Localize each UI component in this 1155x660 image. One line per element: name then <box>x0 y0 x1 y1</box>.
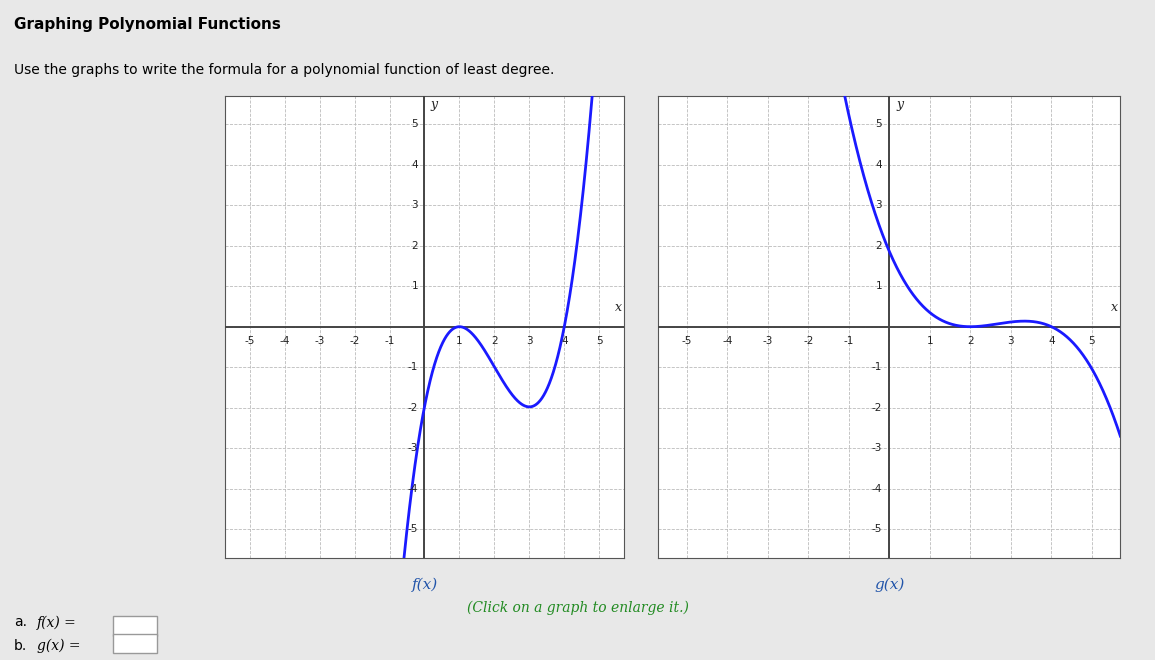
Text: g(x): g(x) <box>874 578 904 592</box>
Text: -2: -2 <box>349 336 359 346</box>
Text: 4: 4 <box>875 160 882 170</box>
Text: 2: 2 <box>411 241 418 251</box>
Text: -5: -5 <box>681 336 692 346</box>
Text: -2: -2 <box>803 336 813 346</box>
Text: y: y <box>431 98 438 111</box>
Text: -3: -3 <box>762 336 773 346</box>
Text: -3: -3 <box>314 336 325 346</box>
Text: -4: -4 <box>408 484 418 494</box>
Text: 1: 1 <box>456 336 463 346</box>
Text: -3: -3 <box>872 444 882 453</box>
Text: 2: 2 <box>967 336 974 346</box>
Text: 1: 1 <box>875 281 882 291</box>
Text: -3: -3 <box>408 444 418 453</box>
Text: f(x): f(x) <box>412 578 438 592</box>
Text: 3: 3 <box>526 336 532 346</box>
Text: Graphing Polynomial Functions: Graphing Polynomial Functions <box>14 16 281 32</box>
Text: 4: 4 <box>1048 336 1055 346</box>
Text: -1: -1 <box>385 336 395 346</box>
Text: -5: -5 <box>408 524 418 535</box>
Text: -5: -5 <box>872 524 882 535</box>
Text: 5: 5 <box>596 336 603 346</box>
Text: -4: -4 <box>280 336 290 346</box>
Text: -4: -4 <box>872 484 882 494</box>
Text: 1: 1 <box>926 336 933 346</box>
Text: -4: -4 <box>722 336 732 346</box>
Text: 4: 4 <box>411 160 418 170</box>
Text: f(x) =: f(x) = <box>37 615 76 630</box>
Text: 3: 3 <box>411 200 418 210</box>
Text: -1: -1 <box>843 336 854 346</box>
Text: -2: -2 <box>872 403 882 412</box>
Text: y: y <box>896 98 903 111</box>
Text: -1: -1 <box>408 362 418 372</box>
Text: 1: 1 <box>411 281 418 291</box>
Text: (Click on a graph to enlarge it.): (Click on a graph to enlarge it.) <box>467 601 688 615</box>
Text: 4: 4 <box>561 336 567 346</box>
Text: x: x <box>614 301 621 314</box>
Text: 3: 3 <box>875 200 882 210</box>
Text: -1: -1 <box>872 362 882 372</box>
Text: 5: 5 <box>875 119 882 129</box>
Text: g(x) =: g(x) = <box>37 639 81 653</box>
Text: 2: 2 <box>491 336 498 346</box>
Text: x: x <box>1111 301 1118 314</box>
Text: -5: -5 <box>245 336 255 346</box>
Text: -2: -2 <box>408 403 418 412</box>
Text: Use the graphs to write the formula for a polynomial function of least degree.: Use the graphs to write the formula for … <box>14 63 554 77</box>
Text: b.: b. <box>14 639 27 653</box>
Text: a.: a. <box>14 615 27 629</box>
Text: 3: 3 <box>1007 336 1014 346</box>
Text: 2: 2 <box>875 241 882 251</box>
Text: 5: 5 <box>1089 336 1095 346</box>
Text: 5: 5 <box>411 119 418 129</box>
